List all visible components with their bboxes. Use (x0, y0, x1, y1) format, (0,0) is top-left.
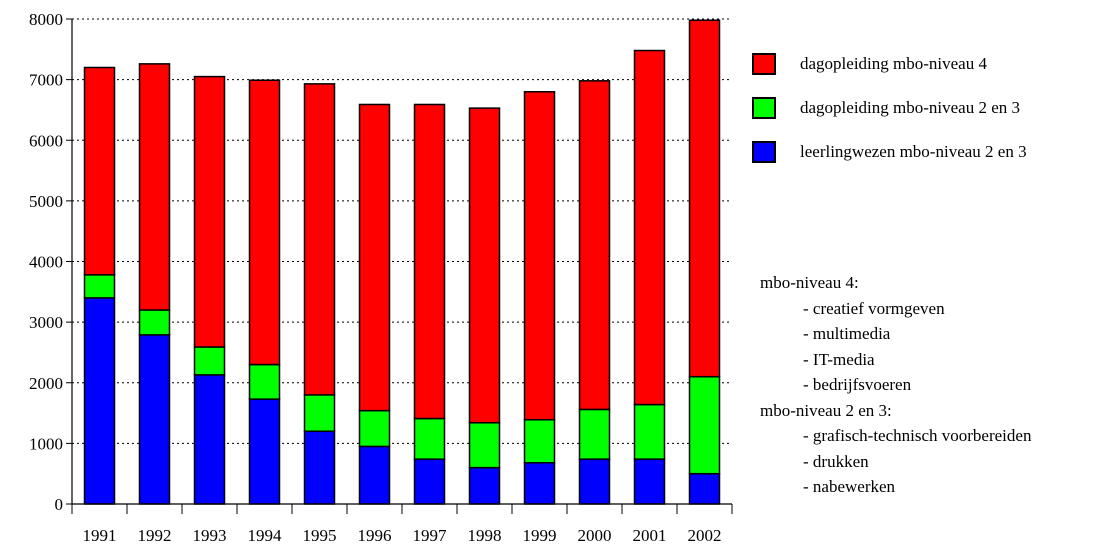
bar-segment-1998-series-0 (468, 466, 501, 505)
axes (66, 18, 733, 514)
x-tick-label: 1992 (138, 526, 172, 545)
legend-swatch (752, 53, 776, 75)
x-tick-label: 1998 (468, 526, 502, 545)
bar-segment-1996-series-0 (358, 445, 391, 505)
x-tick-label: 2002 (688, 526, 722, 545)
bars (83, 19, 721, 505)
note-heading-mbo23: mbo-niveau 2 en 3: (760, 400, 892, 420)
bar-segment-2002-series-0 (688, 472, 721, 505)
bar-segment-1994-series-2 (248, 79, 281, 366)
bar-segment-1998-series-1 (468, 422, 501, 469)
note-item: - IT-media (803, 349, 875, 369)
y-tick-label: 7000 (29, 71, 63, 90)
bar-segment-1999-series-1 (523, 418, 556, 464)
bar-segment-1994-series-0 (248, 398, 281, 505)
bar-segment-2000-series-1 (578, 408, 611, 460)
bar-segment-1993-series-0 (193, 374, 226, 505)
note-item: - multimedia (803, 324, 891, 343)
bar-segment-1996-series-2 (358, 103, 391, 412)
y-tick-label: 1000 (29, 434, 63, 453)
y-tick-label: 3000 (29, 313, 63, 332)
legend-item-dag-mbo23: dagopleiding mbo-niveau 2 en 3 (752, 94, 1102, 124)
y-tick-label: 8000 (29, 10, 63, 29)
note-item: - nabewerken (803, 477, 896, 496)
legend-label: leerlingwezen mbo-niveau 2 en 3 (800, 142, 1027, 161)
bar-segment-1997-series-1 (413, 417, 446, 460)
bar-segment-1999-series-0 (523, 462, 556, 505)
bar-segment-1999-series-2 (523, 91, 556, 421)
x-tick-label: 1997 (413, 526, 448, 545)
note-heading-mbo4: mbo-niveau 4: (760, 273, 859, 292)
bar-segment-1991-series-2 (83, 66, 116, 276)
x-tick-label: 1991 (83, 526, 117, 545)
note-item: - bedrijfsvoeren (803, 375, 912, 394)
y-tick-label: 2000 (29, 374, 63, 393)
bar-segment-2002-series-2 (688, 19, 721, 378)
note-item: - grafisch-technisch voorbereiden (803, 426, 1032, 445)
legend: dagopleiding mbo-niveau 4 dagopleiding m… (752, 50, 1102, 182)
tick-labels: 0 1000 2000 3000 4000 5000 6000 7000 8000 1991 199… (29, 10, 722, 545)
legend-swatch (752, 97, 776, 119)
y-tick-label: 6000 (29, 131, 63, 150)
stacked-bar-chart: 0 1000 2000 3000 4000 5000 6000 7000 8000 1991 199… (29, 10, 733, 545)
legend-label: dagopleiding mbo-niveau 4 (800, 54, 987, 73)
bar-segment-2000-series-2 (578, 80, 611, 411)
bar-segment-1991-series-1 (83, 274, 116, 299)
legend-item-mbo4: dagopleiding mbo-niveau 4 (752, 50, 1102, 80)
legend-label: dagopleiding mbo-niveau 2 en 3 (800, 98, 1021, 117)
bar-segment-1997-series-2 (413, 103, 446, 420)
bar-segment-1995-series-1 (303, 394, 336, 432)
bar-segment-2000-series-0 (578, 458, 611, 505)
bar-segment-1992-series-2 (138, 63, 171, 311)
x-tick-label: 2001 (633, 526, 667, 545)
bar-segment-1993-series-1 (193, 346, 226, 376)
bar-segment-1997-series-0 (413, 458, 446, 505)
bar-segment-1995-series-2 (303, 83, 336, 396)
x-tick-label: 2000 (578, 526, 612, 545)
x-tick-label: 1996 (358, 526, 392, 545)
bar-segment-1994-series-1 (248, 363, 281, 400)
y-tick-label: 0 (55, 495, 64, 514)
bar-segment-1996-series-1 (358, 409, 391, 448)
x-tick-label: 1993 (193, 526, 227, 545)
bar-segment-2001-series-0 (633, 458, 666, 505)
x-tick-label: 1994 (248, 526, 283, 545)
bar-segment-1992-series-1 (138, 309, 171, 336)
x-tick-label: 1999 (523, 526, 557, 545)
note-item: - creatief vormgeven (803, 298, 945, 318)
legend-item-leerlingwezen: leerlingwezen mbo-niveau 2 en 3 (752, 138, 1102, 168)
bar-segment-1998-series-2 (468, 107, 501, 424)
x-tick-label: 1995 (303, 526, 337, 545)
bar-segment-2002-series-1 (688, 375, 721, 475)
bar-segment-2001-series-2 (633, 49, 666, 406)
bar-segment-1993-series-2 (193, 75, 226, 348)
notes: mbo-niveau 4: - creatief vormgeven - mul… (760, 270, 1105, 500)
bar-segment-1995-series-0 (303, 430, 336, 505)
bar-segment-1991-series-0 (83, 297, 116, 505)
note-item: - drukken (803, 451, 869, 471)
y-tick-label: 5000 (29, 192, 63, 211)
gridlines (72, 18, 732, 444)
y-tick-label: 4000 (29, 253, 63, 272)
bar-segment-1992-series-0 (138, 334, 171, 505)
bar-segment-2001-series-1 (633, 403, 666, 460)
legend-swatch (752, 141, 776, 163)
